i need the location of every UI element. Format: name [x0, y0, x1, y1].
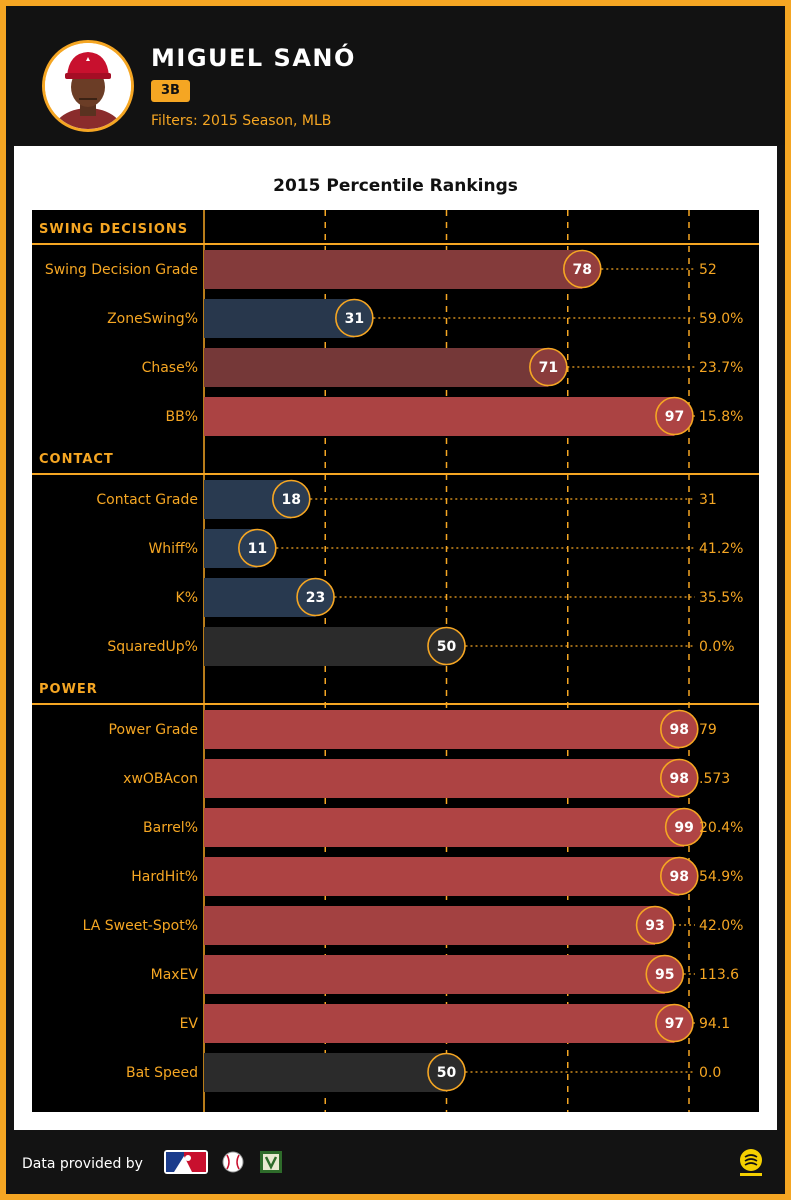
percentile-marker	[271, 479, 311, 519]
metric-label: HardHit%	[131, 869, 198, 885]
percentile-marker	[427, 626, 466, 666]
metric-label: ZoneSwing%	[107, 311, 198, 327]
metric-label: EV	[180, 1016, 199, 1032]
metric-label: Contact Grade	[96, 492, 198, 508]
brand-logo-icon	[740, 1149, 762, 1176]
percentile-label: 18	[282, 492, 301, 508]
metric-value: 41.2%	[699, 541, 743, 557]
metric-label: LA Sweet-Spot%	[83, 918, 198, 934]
position-badge: 3B	[151, 80, 190, 102]
metric-label: Barrel%	[143, 820, 198, 836]
chart-title: 2015 Percentile Rankings	[273, 176, 518, 196]
percentile-marker	[427, 1052, 466, 1092]
metric-value: 31	[699, 492, 717, 508]
bar	[204, 710, 680, 749]
percentile-marker	[659, 856, 699, 896]
chart-card: 2015 Percentile Rankings SWING DECISIONS…	[14, 146, 777, 1130]
metric-label: Chase%	[142, 360, 198, 376]
baseball-logo-icon	[222, 1151, 244, 1173]
percentile-label: 71	[539, 360, 558, 376]
metric-value: 20.4%	[699, 820, 743, 836]
percentile-label: 78	[573, 262, 592, 278]
metric-label: Bat Speed	[126, 1065, 198, 1081]
metric-value: 23.7%	[699, 360, 743, 376]
player-name: MIGUEL SANÓ	[151, 44, 356, 72]
percentile-marker	[562, 249, 602, 289]
percentile-marker	[664, 807, 704, 847]
metric-value: 0.0	[699, 1065, 721, 1081]
percentile-chart: SWING DECISIONS Swing Decision Grade 78 52 Z…	[32, 210, 759, 1112]
metric-label: Whiff%	[148, 541, 198, 557]
player-photo-icon	[45, 43, 131, 129]
metric-label: SquaredUp%	[107, 639, 198, 655]
percentile-marker	[655, 396, 694, 436]
bar	[204, 955, 665, 994]
player-avatar	[42, 40, 134, 132]
percentile-marker	[335, 298, 374, 338]
percentile-marker	[659, 709, 699, 749]
metric-value: 35.5%	[699, 590, 743, 606]
metric-value: 54.9%	[699, 869, 743, 885]
section-header: CONTACT	[39, 452, 114, 467]
percentile-marker	[296, 577, 335, 617]
bar	[204, 348, 549, 387]
metric-label: Power Grade	[109, 722, 198, 738]
bar	[204, 627, 447, 666]
percentile-label: 11	[248, 541, 267, 557]
percentile-label: 97	[665, 1016, 684, 1032]
section-header: POWER	[39, 682, 98, 697]
percentile-label: 50	[437, 639, 457, 655]
player-header: MIGUEL SANÓ 3B Filters: 2015 Season, MLB	[6, 6, 785, 145]
metric-label: xwOBAcon	[123, 771, 198, 787]
metric-value: 79	[699, 722, 717, 738]
metric-label: K%	[176, 590, 198, 606]
metric-value: 0.0%	[699, 639, 735, 655]
percentile-label: 50	[437, 1065, 457, 1081]
bar	[204, 250, 583, 289]
metric-label: Swing Decision Grade	[45, 262, 198, 278]
metric-value: 15.8%	[699, 409, 743, 425]
percentile-label: 98	[670, 771, 689, 787]
percentile-label: 99	[674, 820, 693, 836]
data-provided-by-text: Data provided by	[22, 1156, 143, 1172]
percentile-label: 23	[306, 590, 325, 606]
percentile-marker	[655, 1003, 694, 1043]
metric-label: MaxEV	[151, 967, 199, 983]
percentile-label: 98	[670, 869, 689, 885]
percentile-label: 97	[665, 409, 684, 425]
bar	[204, 808, 685, 847]
percentile-marker	[659, 758, 699, 798]
bar	[204, 397, 675, 436]
percentile-label: 98	[670, 722, 689, 738]
metric-value: 113.6	[699, 967, 739, 983]
mlb-logo-icon	[164, 1150, 208, 1174]
percentile-label: 93	[645, 918, 664, 934]
bar	[204, 299, 355, 338]
filters-text: Filters: 2015 Season, MLB	[151, 113, 332, 129]
percentile-label: 31	[345, 311, 364, 327]
metric-label: BB%	[165, 409, 198, 425]
percentile-marker	[645, 954, 685, 994]
metric-value: 52	[699, 262, 717, 278]
metric-value: .573	[699, 771, 730, 787]
footer: Data provided by	[6, 1132, 785, 1194]
metric-value: 94.1	[699, 1016, 730, 1032]
metric-value: 59.0%	[699, 311, 743, 327]
bar	[204, 1053, 447, 1092]
section-header: SWING DECISIONS	[39, 222, 188, 237]
percentile-label: 95	[655, 967, 674, 983]
percentile-marker	[529, 347, 568, 387]
metric-value: 42.0%	[699, 918, 743, 934]
bar	[204, 1004, 675, 1043]
percentile-marker	[635, 905, 675, 945]
percentile-marker	[238, 528, 277, 568]
bar	[204, 857, 680, 896]
scoreboard-logo-icon	[260, 1151, 282, 1173]
bar	[204, 906, 656, 945]
bar	[204, 759, 680, 798]
